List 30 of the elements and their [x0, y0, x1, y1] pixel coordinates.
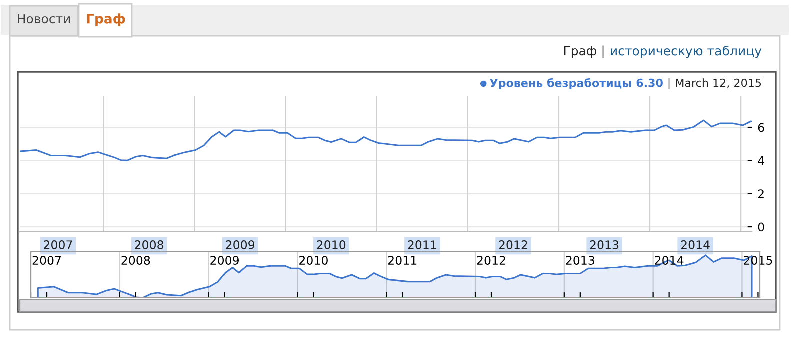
text: историческую таблицу — [611, 46, 762, 58]
text: Граф — [564, 46, 596, 58]
x-tick-label: 2014 — [655, 256, 684, 265]
text: Граф — [87, 14, 126, 26]
x-tick-label: 2010 — [317, 240, 346, 250]
x-tick-label: 2010 — [300, 256, 328, 265]
x-tick-label: 2009 — [210, 256, 239, 265]
x-tick-label: 2008 — [122, 256, 150, 265]
y-tick-label: 6 — [758, 123, 764, 132]
x-tick-label: 2011 — [388, 256, 417, 265]
text: | — [668, 78, 670, 90]
legend-label: Уровень безработицы — [490, 78, 632, 90]
x-tick-label: 2013 — [566, 256, 594, 265]
text: | — [602, 46, 604, 58]
y-tick-label: 2 — [758, 190, 764, 198]
y-tick-label: 0 — [758, 222, 764, 232]
text: Новости — [18, 14, 70, 24]
text: 6.30 — [636, 78, 663, 88]
x-tick-label: 2011 — [408, 240, 436, 250]
x-tick-label: 2009 — [226, 240, 255, 250]
x-tick-label: 2013 — [590, 240, 619, 250]
line-series — [20, 120, 752, 162]
x-tick-label: 2007 — [32, 256, 62, 265]
text: March 12, 2015 — [676, 78, 762, 88]
x-tick-label: 2014 — [681, 240, 710, 250]
x-tick-label: 2012 — [499, 240, 528, 250]
x-tick-label: 2008 — [135, 240, 164, 250]
y-tick-label: 4 — [758, 156, 764, 166]
x-tick-label: 2007 — [44, 240, 72, 250]
x-tick-label: 2012 — [477, 256, 506, 265]
